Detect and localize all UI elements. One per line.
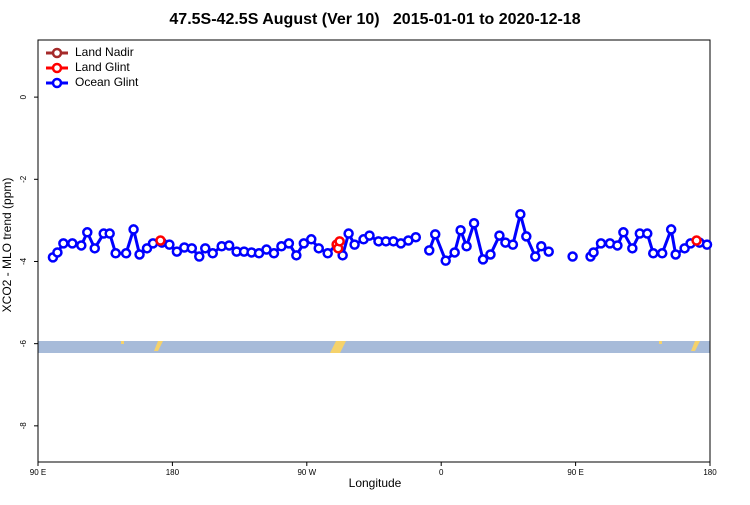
data-point: [536, 241, 547, 252]
data-point: [455, 224, 466, 236]
data-point: [298, 238, 310, 249]
data-point: [410, 231, 422, 243]
data-point: [52, 247, 63, 258]
plot-frame: [37, 39, 711, 463]
y-axis-label: XCO2 - MLO trend (ppm): [0, 178, 14, 313]
data-point: [120, 248, 132, 259]
data-point: [186, 243, 198, 254]
data-point: [507, 239, 519, 250]
data-point: [76, 240, 87, 251]
legend-label: Land Nadir: [75, 45, 134, 59]
data-point: [128, 224, 139, 235]
data-point: [67, 238, 78, 249]
data-point: [82, 227, 93, 238]
data-point: [468, 218, 480, 229]
data-point: [110, 248, 121, 259]
data-point: [670, 249, 681, 260]
data-point: [612, 240, 623, 251]
data-point: [543, 246, 554, 257]
data-point: [477, 254, 489, 265]
data-point: [207, 248, 218, 259]
data-point: [424, 245, 435, 256]
data-point: [134, 249, 145, 260]
data-point: [164, 239, 175, 250]
data-point: [588, 247, 599, 258]
data-point: [449, 247, 460, 258]
data-point: [440, 255, 451, 266]
data-point: [642, 228, 653, 239]
legend-marker: [51, 77, 63, 89]
data-point: [665, 224, 677, 235]
data-point: [648, 248, 659, 259]
data-point: [656, 248, 668, 259]
x-tick-label: 90 W: [297, 468, 316, 477]
data-point: [89, 243, 100, 254]
x-tick-label: 180: [703, 468, 717, 477]
legend-marker: [51, 62, 63, 74]
data-point: [691, 235, 702, 246]
data-point: [429, 229, 441, 240]
data-point: [494, 230, 505, 241]
data-point: [627, 243, 638, 254]
x-axis-label: Longitude: [349, 476, 402, 490]
data-point: [104, 228, 115, 239]
data-point: [567, 251, 578, 262]
data-point: [58, 238, 69, 249]
data-point: [200, 243, 211, 254]
y-tick-label: 0: [19, 94, 28, 99]
data-point: [349, 239, 360, 250]
data-point: [515, 208, 526, 220]
data-point: [530, 251, 541, 262]
data-point: [313, 243, 324, 254]
data-point: [268, 248, 280, 259]
data-point: [306, 234, 317, 245]
data-point: [364, 230, 375, 241]
legend-label: Ocean Glint: [75, 75, 139, 89]
data-point: [171, 246, 183, 257]
data-point: [701, 239, 713, 250]
legend-label: Land Glint: [75, 60, 130, 74]
chart-title: 47.5S-42.5S August (Ver 10) 2015-01-01 t…: [169, 11, 580, 28]
data-point: [618, 227, 629, 238]
x-tick-label: 0: [439, 468, 444, 477]
land-patches: [121, 341, 700, 353]
data-point: [223, 240, 235, 251]
data-point: [283, 238, 295, 249]
data-point: [343, 228, 354, 239]
y-tick-label: -8: [19, 422, 28, 430]
data-point: [521, 231, 532, 242]
x-tick-label: 180: [166, 468, 180, 477]
x-tick-label: 90 E: [30, 468, 46, 477]
x-tick-label: 90 E: [567, 468, 583, 477]
data-point: [291, 250, 302, 261]
data-point: [322, 248, 333, 259]
y-tick-label: -4: [19, 257, 28, 265]
data-point: [194, 251, 205, 262]
data-point: [337, 250, 348, 261]
legend-marker: [51, 47, 63, 59]
data-point: [461, 241, 472, 252]
data-point: [485, 249, 496, 260]
data-point: [334, 236, 345, 247]
ocean-band: [38, 341, 710, 353]
y-tick-label: -2: [19, 175, 28, 183]
y-tick-label: -6: [19, 340, 28, 348]
data-point: [595, 238, 607, 249]
data-point: [155, 235, 166, 246]
